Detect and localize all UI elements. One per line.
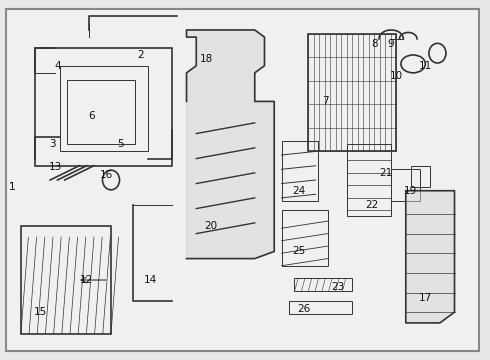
- Text: 1: 1: [9, 182, 15, 192]
- Text: 6: 6: [88, 111, 95, 121]
- Text: 2: 2: [137, 50, 144, 60]
- Text: 9: 9: [388, 39, 394, 49]
- Text: 17: 17: [418, 293, 432, 303]
- Polygon shape: [187, 30, 274, 258]
- Text: 21: 21: [380, 168, 393, 178]
- Text: 15: 15: [34, 307, 47, 317]
- Text: 19: 19: [404, 186, 417, 196]
- Bar: [35, 48, 172, 166]
- Polygon shape: [406, 191, 455, 323]
- Bar: [347, 144, 391, 216]
- Text: 3: 3: [49, 139, 56, 149]
- Bar: [282, 210, 328, 266]
- Text: 23: 23: [331, 282, 344, 292]
- Text: 16: 16: [99, 170, 113, 180]
- Bar: [289, 301, 352, 314]
- Text: 20: 20: [204, 221, 218, 231]
- Text: 1: 1: [9, 182, 15, 192]
- Text: 26: 26: [297, 303, 310, 314]
- Text: 18: 18: [199, 54, 213, 64]
- Text: 11: 11: [418, 61, 432, 71]
- Text: 22: 22: [365, 200, 378, 210]
- Bar: [67, 80, 135, 144]
- Text: 13: 13: [49, 162, 62, 172]
- Bar: [411, 166, 430, 187]
- Bar: [294, 278, 352, 291]
- Bar: [391, 169, 420, 202]
- Text: 24: 24: [292, 186, 305, 196]
- Text: 4: 4: [54, 61, 61, 71]
- Text: 5: 5: [118, 139, 124, 149]
- Bar: [60, 66, 147, 152]
- Text: 25: 25: [292, 247, 305, 256]
- Text: 14: 14: [144, 275, 157, 285]
- Bar: [308, 33, 396, 152]
- Bar: [282, 141, 318, 202]
- Text: 7: 7: [322, 96, 329, 107]
- Bar: [21, 226, 111, 334]
- Text: 10: 10: [390, 71, 403, 81]
- Text: 12: 12: [80, 275, 93, 285]
- Text: 8: 8: [371, 39, 377, 49]
